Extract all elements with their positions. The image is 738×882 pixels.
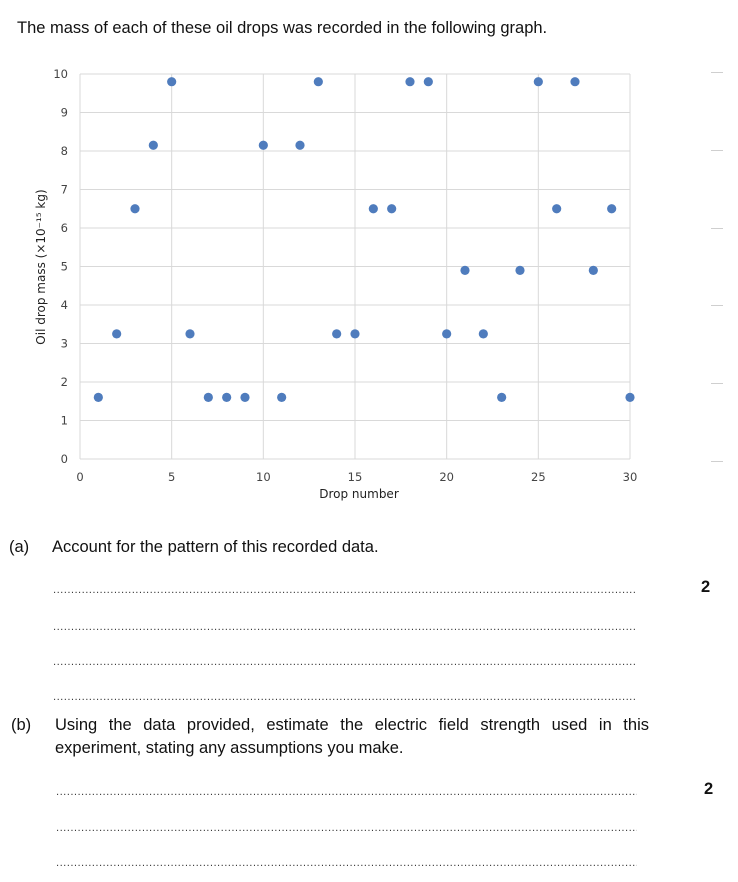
data-point	[185, 329, 195, 339]
data-point	[240, 392, 250, 402]
data-point	[332, 329, 342, 339]
data-points	[93, 77, 635, 402]
data-point	[258, 140, 268, 150]
y-tick-label: 7	[61, 183, 68, 197]
answer-line-a1[interactable]: ........................................…	[53, 585, 635, 595]
y-tick-label: 1	[61, 414, 68, 428]
y-tick-label: 9	[61, 106, 68, 120]
data-point	[533, 77, 543, 87]
data-point	[148, 140, 158, 150]
data-point	[313, 77, 323, 87]
question-b-text: Using the data provided, estimate the el…	[55, 716, 649, 757]
data-point	[570, 77, 580, 87]
data-point	[625, 392, 635, 402]
y-tick-label: 2	[61, 375, 68, 389]
data-point	[93, 392, 103, 402]
data-point	[497, 392, 507, 402]
data-point	[460, 265, 470, 275]
x-tick-label: 30	[623, 470, 638, 484]
scatter-chart: 0 1 2 3 4 5 6 7 8 9 10 0 5 10 15 20 25 30 Drop number Oi…	[34, 67, 637, 501]
answer-line-b3[interactable]: ........................................…	[56, 858, 637, 868]
data-point	[515, 265, 525, 275]
data-point	[588, 265, 598, 275]
data-point	[295, 140, 305, 150]
y-tick-label: 4	[61, 298, 68, 312]
data-point	[130, 204, 140, 214]
x-tick-label: 20	[439, 470, 454, 484]
data-point	[167, 77, 177, 87]
answer-line-b2[interactable]: ........................................…	[56, 823, 637, 833]
question-a-marks: 2	[701, 578, 711, 596]
x-tick-labels: 0 5 10 15 20 25 30	[76, 470, 637, 484]
data-point	[607, 204, 617, 214]
margin-tick	[711, 150, 723, 151]
data-point	[112, 329, 122, 339]
data-point	[387, 204, 397, 214]
x-tick-label: 15	[348, 470, 363, 484]
x-tick-label: 10	[256, 470, 271, 484]
x-axis-label: Drop number	[319, 487, 399, 501]
data-point	[442, 329, 452, 339]
answer-line-a3[interactable]: ........................................…	[53, 657, 635, 667]
intro-text: The mass of each of these oil drops was …	[17, 19, 548, 37]
data-point	[368, 204, 378, 214]
question-a-text: Account for the pattern of this recorded…	[52, 538, 379, 556]
x-tick-label: 0	[76, 470, 83, 484]
data-point	[203, 392, 213, 402]
y-tick-labels: 0 1 2 3 4 5 6 7 8 9 10	[53, 67, 68, 466]
answer-line-a4[interactable]: ........................................…	[53, 692, 635, 702]
x-tick-label: 5	[168, 470, 175, 484]
margin-tick	[711, 461, 723, 462]
data-point	[552, 204, 562, 214]
y-tick-label: 6	[61, 221, 68, 235]
data-point	[423, 77, 433, 87]
margin-tick	[711, 228, 723, 229]
margin-tick	[711, 72, 723, 73]
question-a-label: (a)	[9, 538, 30, 556]
answer-line-a2[interactable]: ........................................…	[53, 622, 635, 632]
y-tick-label: 3	[61, 337, 68, 351]
data-point	[478, 329, 488, 339]
question-b-label: (b)	[11, 716, 32, 734]
data-point	[222, 392, 232, 402]
margin-tick	[711, 305, 723, 306]
y-tick-label: 0	[61, 452, 68, 466]
y-tick-label: 5	[61, 260, 68, 274]
answer-line-b1[interactable]: ........................................…	[56, 787, 637, 797]
margin-tick	[711, 383, 723, 384]
y-axis-label: Oil drop mass (×10⁻¹⁵ kg)	[34, 189, 48, 344]
question-b-marks: 2	[704, 780, 714, 798]
data-point	[277, 392, 287, 402]
data-point	[405, 77, 415, 87]
y-tick-label: 8	[61, 144, 68, 158]
data-point	[350, 329, 360, 339]
x-tick-label: 25	[531, 470, 546, 484]
y-tick-label: 10	[53, 67, 68, 81]
chart-grid	[79, 73, 631, 460]
